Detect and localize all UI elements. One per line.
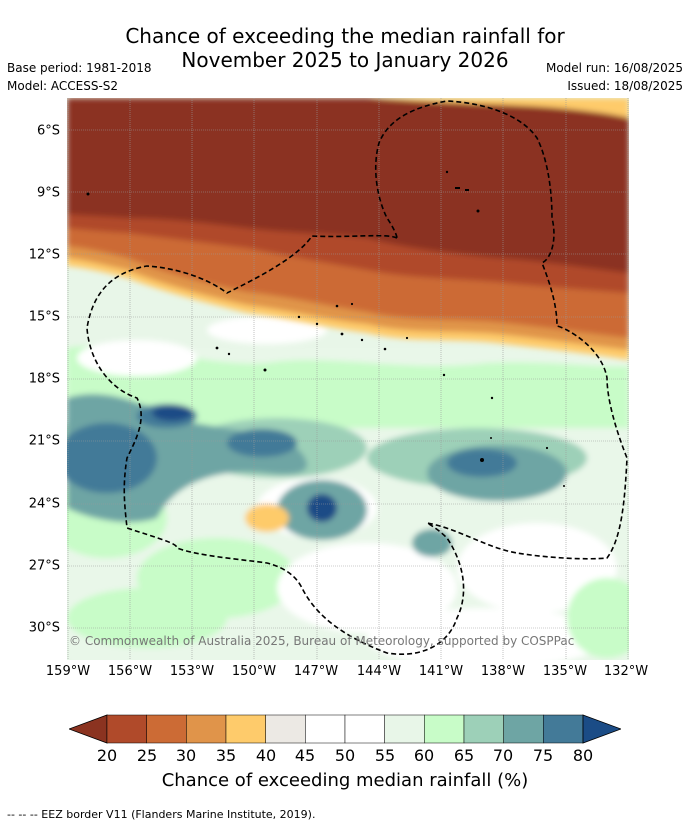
colorbar-tick: 55 [374,746,396,765]
lon-label: 159°W [45,664,91,679]
model-name: Model: ACCESS-S2 [7,79,119,93]
rainfall-map [67,98,629,660]
colorbar-cell [503,714,544,744]
colorbar-tick: 65 [453,746,475,765]
colorbar-tick: 40 [255,746,277,765]
lon-label: 153°W [169,664,215,679]
colorbar-cell [344,714,385,744]
title-line-2: November 2025 to January 2026 [181,48,509,72]
lon-label: 144°W [356,664,402,679]
lat-label: 18°S [28,371,60,387]
map-title: Chance of exceeding the median rainfall … [0,24,690,72]
graticule [67,98,629,660]
meta-right: Model run: 16/08/2025 Issued: 18/08/2025 [546,59,683,95]
lat-label: 6°S [36,123,60,139]
colorbar-cell [384,714,425,744]
colorbar-cell [106,714,147,744]
lat-label: 21°S [28,433,60,449]
eez-footnote: -- -- -- EEZ border V11 (Flanders Marine… [7,808,316,821]
base-period: Base period: 1981-2018 [7,61,152,75]
longitude-labels: 159°W 156°W 153°W 150°W 147°W 144°W 141°… [0,664,690,684]
colorbar-tick: 80 [572,746,594,765]
lat-label: 12°S [28,247,60,263]
lat-label: 24°S [28,496,60,512]
lon-label: 132°W [603,664,649,679]
colorbar-title: Chance of exceeding median rainfall (%) [161,770,529,791]
copyright-notice: © Commonwealth of Australia 2025, Bureau… [69,634,575,648]
lat-label: 27°S [28,558,60,574]
colorbar-cell [305,714,346,744]
lat-label: 30°S [28,620,60,636]
title-line-1: Chance of exceeding the median rainfall … [125,24,565,48]
issued-date: Issued: 18/08/2025 [567,79,683,93]
colorbar-cell [463,714,504,744]
colorbar-tick: 20 [96,746,118,765]
colorbar-tick: 35 [215,746,237,765]
lat-label: 15°S [28,309,60,325]
model-run: Model run: 16/08/2025 [545,61,683,75]
lon-label: 156°W [107,664,153,679]
islands [86,170,565,487]
colorbar-cell [265,714,306,744]
colorbar-tick: 45 [294,746,316,765]
colorbar-tick: 60 [413,746,435,765]
colorbar-tick: 50 [334,746,356,765]
map-svg [67,98,629,660]
lon-label: 141°W [418,664,464,679]
meta-left: Base period: 1981-2018 Model: ACCESS-S2 [7,59,152,95]
eez-border [86,100,628,655]
colorbar-cell [424,714,465,744]
colorbar-tick: 70 [492,746,514,765]
lon-label: 135°W [542,664,588,679]
colorbar-arrow-high [582,714,621,744]
colorbar-arrow-low [69,714,108,744]
colorbar [69,714,621,744]
colorbar-tick: 30 [175,746,197,765]
colorbar-cell [146,714,187,744]
lon-label: 138°W [480,664,526,679]
lon-label: 147°W [293,664,339,679]
colorbar-tick: 75 [532,746,554,765]
colorbar-cell [543,714,584,744]
colorbar-cell [186,714,227,744]
lat-label: 9°S [36,185,60,201]
colorbar-cell [225,714,266,744]
colorbar-tick: 25 [136,746,158,765]
lon-label: 150°W [231,664,277,679]
